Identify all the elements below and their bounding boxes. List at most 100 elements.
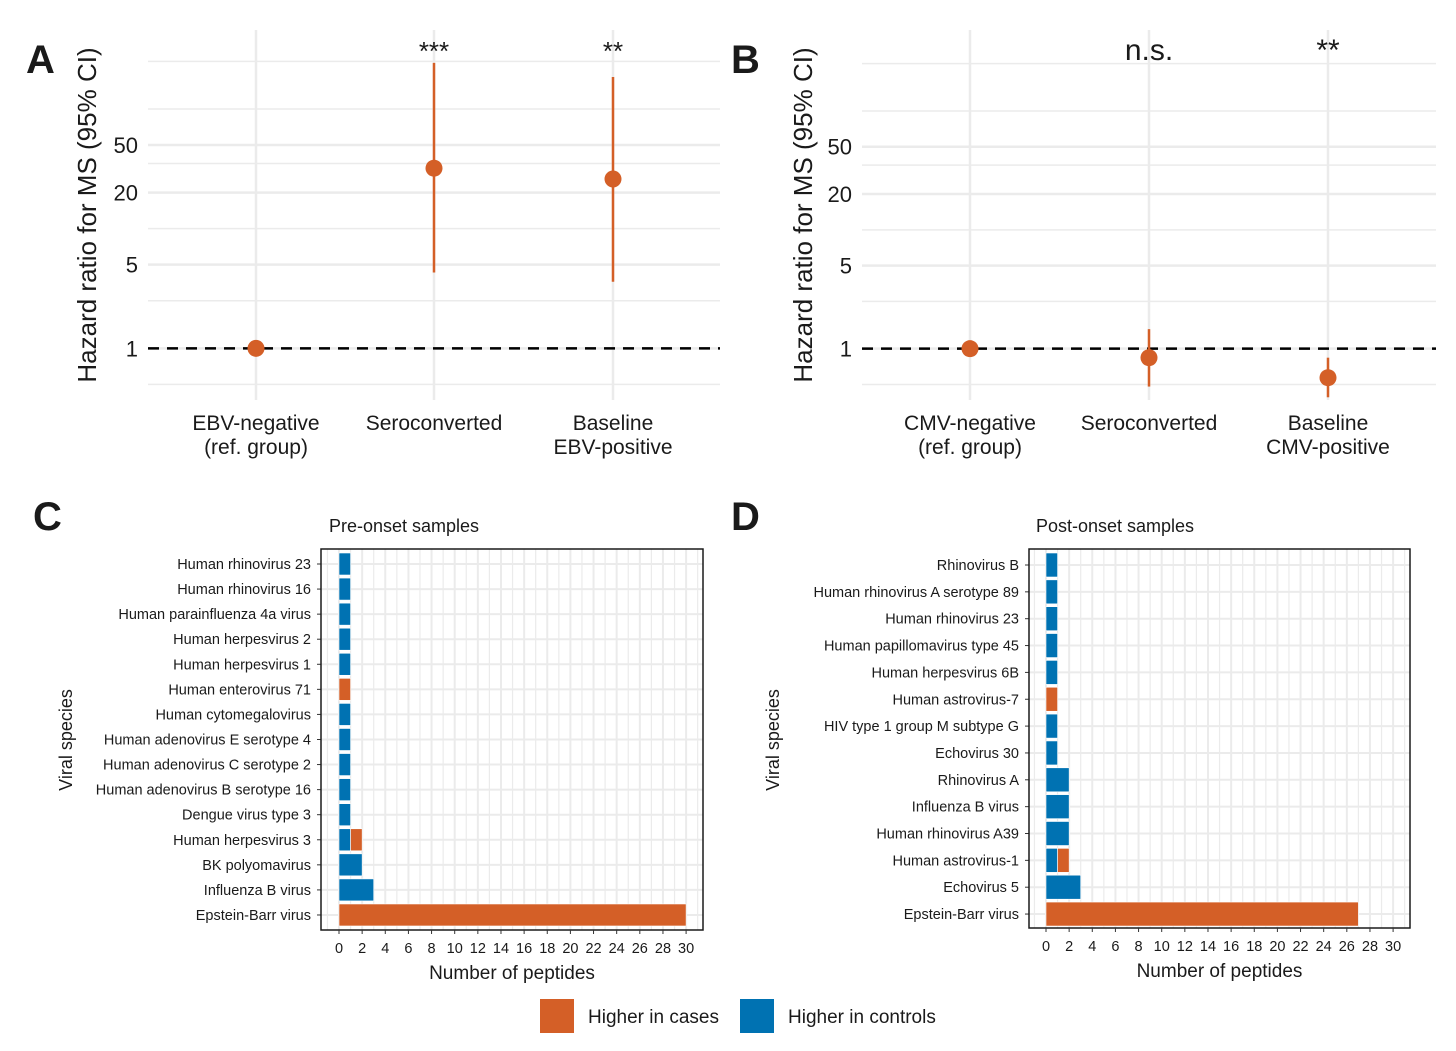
x-tick-label: 22 xyxy=(1292,939,1308,955)
legend: Higher in cases Higher in controls xyxy=(540,999,936,1033)
panel-label-d: D xyxy=(731,495,760,539)
y-tick-label: 20 xyxy=(114,181,138,206)
x-category-label: (ref. group) xyxy=(918,436,1022,459)
x-tick-label: 0 xyxy=(335,941,343,957)
x-tick-label: 16 xyxy=(1223,939,1239,955)
x-axis-title: Number of peptides xyxy=(429,963,595,984)
bar-controls xyxy=(1045,633,1058,658)
bar-controls xyxy=(1045,579,1058,605)
bar-controls xyxy=(338,577,351,601)
hr-point xyxy=(1319,369,1337,387)
x-category-label: (ref. group) xyxy=(204,436,308,459)
bar-controls xyxy=(1045,552,1058,578)
x-tick-label: 12 xyxy=(470,941,486,957)
bar-controls xyxy=(338,778,351,801)
hr-point xyxy=(1140,349,1158,367)
bar-controls xyxy=(1045,848,1058,873)
bar-controls xyxy=(338,602,351,626)
y-category-label: Human rhinovirus 23 xyxy=(885,612,1019,628)
panel-b: 1 5 20 50 CMV-negative(ref. group) n.s. Seroco… xyxy=(788,30,1436,459)
y-category-label: BK polyomavirus xyxy=(202,858,311,874)
significance-label: ** xyxy=(603,36,623,66)
x-tick-label: 24 xyxy=(609,941,625,957)
y-category-label: Dengue virus type 3 xyxy=(182,808,311,824)
x-tick-label: 14 xyxy=(493,941,509,957)
plot-border xyxy=(320,548,704,931)
bar-controls xyxy=(338,552,351,576)
x-axis-title: Number of peptides xyxy=(1137,961,1303,982)
x-category-label: Seroconverted xyxy=(1081,412,1218,435)
hr-point xyxy=(247,339,265,357)
x-tick-label: 22 xyxy=(585,941,601,957)
panel-c: Human rhinovirus 23 Human rhinovirus 16 Hu… xyxy=(56,516,704,984)
y-tick-label: 5 xyxy=(126,253,138,278)
bar-cases xyxy=(1057,848,1070,873)
bar-controls xyxy=(1045,660,1058,685)
x-tick-label: 10 xyxy=(1154,939,1170,955)
x-tick-label: 8 xyxy=(428,941,436,957)
x-tick-label: 2 xyxy=(1065,939,1073,955)
legend-label-controls: Higher in controls xyxy=(788,1007,936,1028)
bar-controls xyxy=(1045,767,1070,793)
y-axis-title: Hazard ratio for MS (95% CI) xyxy=(788,47,818,382)
x-tick-label: 30 xyxy=(1385,939,1401,955)
bar-controls xyxy=(338,828,351,852)
bar-controls xyxy=(1045,794,1070,819)
x-category-label: CMV-negative xyxy=(904,412,1036,435)
x-tick-label: 18 xyxy=(1246,939,1262,955)
plot-border xyxy=(1028,548,1411,929)
x-tick-label: 4 xyxy=(381,941,389,957)
y-category-label: Human enterovirus 71 xyxy=(168,682,311,698)
x-tick-label: 28 xyxy=(1362,939,1378,955)
y-category-label: Human adenovirus B serotype 16 xyxy=(96,783,311,799)
bar-cases xyxy=(338,903,687,927)
bar-controls xyxy=(338,652,351,676)
y-category-label: Human herpesvirus 3 xyxy=(173,833,311,849)
legend-key-controls xyxy=(740,999,774,1033)
bar-cases xyxy=(1045,686,1058,712)
x-tick-label: 26 xyxy=(632,941,648,957)
chart-title: Pre-onset samples xyxy=(329,516,479,536)
x-category-label: Baseline xyxy=(573,412,654,435)
y-category-label: Human astrovirus-1 xyxy=(892,853,1019,869)
y-category-label: Human herpesvirus 6B xyxy=(872,665,1020,681)
chart-title: Post-onset samples xyxy=(1036,516,1194,536)
x-tick-label: 6 xyxy=(404,941,412,957)
y-category-label: Human herpesvirus 2 xyxy=(173,632,311,648)
hr-point xyxy=(425,159,443,177)
bar-controls xyxy=(338,853,363,877)
y-category-label: Human rhinovirus A serotype 89 xyxy=(813,585,1019,601)
y-category-label: Influenza B virus xyxy=(204,883,311,899)
bar-controls xyxy=(338,728,351,751)
significance-label: *** xyxy=(419,36,449,66)
y-category-label: Human astrovirus-7 xyxy=(892,692,1019,708)
panel-d: Rhinovirus B Human rhinovirus A serotype … xyxy=(763,516,1411,982)
y-tick-label: 1 xyxy=(840,337,852,362)
x-tick-label: 6 xyxy=(1111,939,1119,955)
bar-controls xyxy=(1045,713,1058,739)
y-category-label: Human parainfluenza 4a virus xyxy=(118,607,311,623)
y-category-label: Human herpesvirus 1 xyxy=(173,657,311,673)
y-category-label: Rhinovirus A xyxy=(938,773,1020,789)
y-axis-title: Viral species xyxy=(763,689,783,791)
bar-controls xyxy=(338,878,375,902)
x-tick-label: 10 xyxy=(447,941,463,957)
y-axis-title: Viral species xyxy=(56,689,76,791)
legend-key-cases xyxy=(540,999,574,1033)
x-tick-label: 30 xyxy=(678,941,694,957)
bar-controls xyxy=(338,627,351,651)
y-category-label: Human rhinovirus 16 xyxy=(177,582,311,598)
bar-cases xyxy=(338,678,351,701)
y-category-label: HIV type 1 group M subtype G xyxy=(824,719,1019,735)
x-tick-label: 8 xyxy=(1135,939,1143,955)
y-category-label: Human cytomegalovirus xyxy=(155,707,311,723)
bar-controls xyxy=(1045,874,1082,900)
bar-controls xyxy=(338,753,351,776)
y-category-label: Epstein-Barr virus xyxy=(196,908,311,924)
y-tick-label: 50 xyxy=(114,133,138,158)
x-tick-label: 20 xyxy=(562,941,578,957)
y-category-label: Echovirus 30 xyxy=(935,746,1019,762)
bar-controls xyxy=(338,703,351,726)
y-category-label: Human adenovirus E serotype 4 xyxy=(104,732,311,748)
